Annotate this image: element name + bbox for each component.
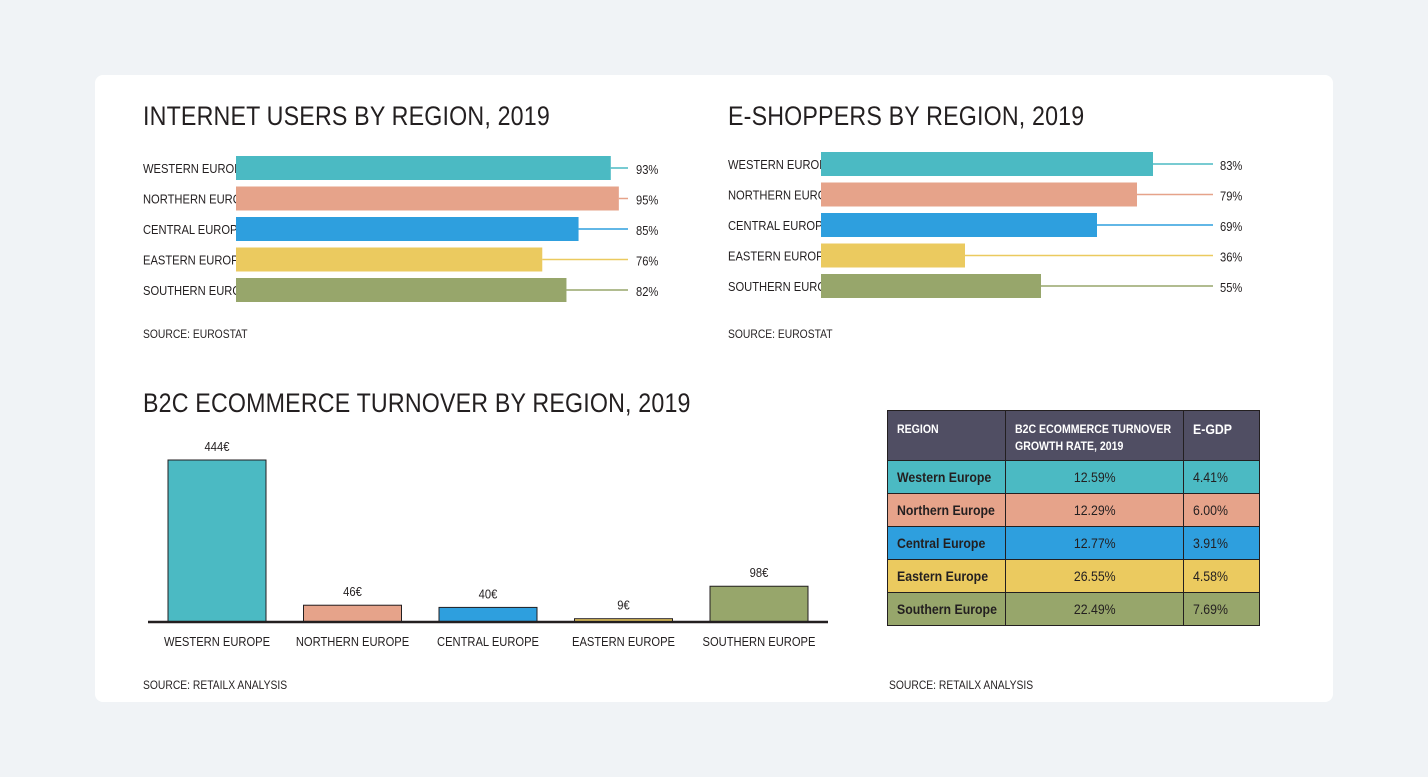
b2c-turnover-source: SOURCE: RETAILX ANALYSIS: [143, 678, 288, 692]
bar: [821, 274, 1041, 298]
table-header-region: REGION: [887, 410, 1006, 461]
table-row: Southern Europe 22.49% 7.69%: [887, 592, 1260, 626]
bar: [236, 247, 543, 272]
value-label: 69%: [1220, 219, 1243, 234]
bar: [709, 585, 809, 623]
egdp-cell: 3.91%: [1183, 526, 1260, 560]
table-header-growth: B2C ECOMMERCE TURNOVER GROWTH RATE, 2019: [1005, 410, 1184, 461]
category-label: NORTHERN EUROPE: [143, 192, 256, 207]
table-row: Central Europe 12.77% 3.91%: [887, 526, 1260, 560]
growth-table: REGION B2C ECOMMERCE TURNOVER GROWTH RAT…: [887, 410, 1260, 626]
value-label: 95%: [636, 193, 659, 208]
value-label: 444€: [205, 439, 230, 454]
e-shoppers-title: E-SHOPPERS BY REGION, 2019: [728, 101, 1085, 131]
category-label: SOUTHERN EUROPE: [728, 279, 841, 294]
category-label: EASTERN EUROPE: [728, 249, 831, 264]
category-label: NORTHERN EUROPE: [296, 634, 409, 649]
bar: [236, 217, 579, 241]
value-label: 93%: [636, 162, 659, 177]
egdp-cell: 4.41%: [1183, 460, 1260, 494]
category-label: CENTRAL EUROPE: [728, 218, 830, 233]
category-label: CENTRAL EUROPE: [437, 634, 539, 649]
bar: [167, 459, 267, 623]
table-source: SOURCE: RETAILX ANALYSIS: [889, 678, 1034, 692]
b2c-turnover-title: B2C ECOMMERCE TURNOVER BY REGION, 2019: [143, 388, 691, 418]
growth-rate-cell: 12.29%: [1005, 493, 1184, 527]
category-label: CENTRAL EUROPE: [143, 222, 245, 237]
value-label: 76%: [636, 254, 659, 269]
value-label: 36%: [1220, 250, 1243, 265]
value-label: 40€: [479, 587, 498, 602]
category-label: SOUTHERN EUROPE: [703, 634, 816, 649]
bar: [821, 152, 1153, 176]
growth-rate-cell: 12.77%: [1005, 526, 1184, 560]
growth-rate-cell: 22.49%: [1005, 592, 1184, 626]
category-label: NORTHERN EUROPE: [728, 188, 841, 203]
region-cell: Eastern Europe: [887, 559, 1006, 593]
category-label: EASTERN EUROPE: [143, 253, 246, 268]
value-label: 85%: [636, 223, 659, 238]
table-row: Eastern Europe 26.55% 4.58%: [887, 559, 1260, 593]
internet-users-title: INTERNET USERS BY REGION, 2019: [143, 101, 550, 131]
bar: [236, 186, 619, 211]
bar: [821, 213, 1097, 237]
bar: [236, 156, 611, 180]
value-label: 82%: [636, 284, 659, 299]
value-label: 9€: [617, 598, 630, 613]
growth-rate-cell: 12.59%: [1005, 460, 1184, 494]
egdp-cell: 4.58%: [1183, 559, 1260, 593]
category-label: EASTERN EUROPE: [572, 634, 675, 649]
e-shoppers-source: SOURCE: EUROSTAT: [728, 327, 833, 341]
bar: [236, 278, 567, 302]
table-header-egdp: E-GDP: [1183, 410, 1260, 461]
bar: [438, 606, 538, 623]
internet-users-source: SOURCE: EUROSTAT: [143, 327, 248, 341]
table-row: Western Europe 12.59% 4.41%: [887, 460, 1260, 494]
region-cell: Central Europe: [887, 526, 1006, 560]
region-cell: Southern Europe: [887, 592, 1006, 626]
value-label: 98€: [750, 565, 769, 580]
category-label: WESTERN EUROPE: [164, 634, 270, 649]
region-cell: Northern Europe: [887, 493, 1006, 527]
value-label: 83%: [1220, 158, 1243, 173]
value-label: 55%: [1220, 280, 1243, 295]
region-cell: Western Europe: [887, 460, 1006, 494]
table-row: Northern Europe 12.29% 6.00%: [887, 493, 1260, 527]
category-label: WESTERN EUROPE: [728, 157, 834, 172]
value-label: 79%: [1220, 189, 1243, 204]
bar: [821, 243, 965, 268]
value-label: 46€: [343, 584, 362, 599]
egdp-cell: 6.00%: [1183, 493, 1260, 527]
bar: [821, 182, 1137, 207]
bar: [303, 604, 402, 623]
category-label: SOUTHERN EUROPE: [143, 283, 256, 298]
growth-rate-cell: 26.55%: [1005, 559, 1184, 593]
table-header-row: REGION B2C ECOMMERCE TURNOVER GROWTH RAT…: [887, 410, 1260, 461]
egdp-cell: 7.69%: [1183, 592, 1260, 626]
category-label: WESTERN EUROPE: [143, 161, 249, 176]
